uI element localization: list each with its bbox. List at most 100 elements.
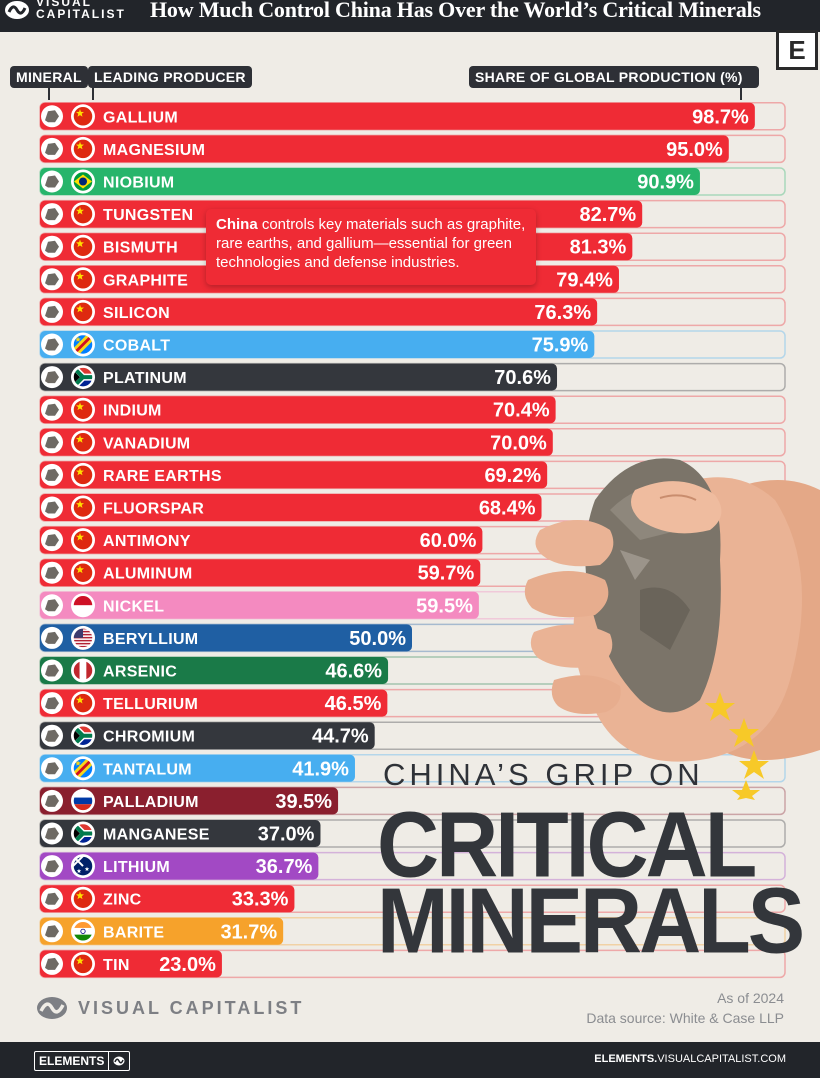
bar-row: LITHIUM 36.7% [39,851,786,881]
flag-wheel [80,928,86,934]
mineral-label: GALLIUM [103,109,178,126]
flag-stripe [73,645,93,648]
flag-rim [72,170,94,193]
flag-top [73,595,93,606]
flag-rim [72,757,94,780]
value-label: 50.0% [349,628,406,650]
column-header-producer: LEADING PRODUCER [88,66,252,88]
flag-rim [72,561,94,584]
column-header-mineral-pointer [48,88,50,100]
bar [40,102,755,130]
bar-row: PLATINUM 70.6% [39,362,786,392]
flag-bottom [73,833,93,844]
mineral-rock-icon [45,925,59,938]
logo-text-visual: VISUAL [36,0,93,9]
mineral-rock-icon [45,794,59,807]
bar [40,494,542,521]
mineral-rock-icon [45,436,59,449]
flag-field [73,530,93,551]
flag-field [73,138,93,159]
value-label: 36.7% [256,856,313,878]
flag-star [76,532,84,541]
mineral-rock-icon [45,175,59,188]
mineral-rock-icon [45,664,59,677]
visual-capitalist-logo-icon [37,997,67,1019]
flag-canton [73,627,83,638]
mineral-rock-icon [45,957,59,970]
note-bold: China [216,216,258,233]
mineral-rock-icon [45,534,59,547]
flag-star [76,467,84,476]
value-label: 98.7% [692,106,749,128]
data-source: Data source: White & Case LLP [586,1010,784,1026]
mineral-rock-icon [45,142,59,155]
value-label: 59.7% [418,563,475,585]
page-title: How Much Control China Has Over the Worl… [150,0,761,22]
value-label: 23.0% [159,954,216,976]
russia-flag-icon [73,790,93,811]
hand-gripping-rock-illustration [524,458,820,800]
header-logo[interactable]: VISUAL CAPITALIST [4,0,126,20]
flag-rim [72,790,94,812]
mineral-label: TUNGSTEN [103,207,193,224]
bottom-banner: ELEMENTS ELEMENTS.VISUALCAPITALIST.COM [0,1042,820,1078]
value-label: 46.6% [325,661,382,683]
flag-field [73,562,93,583]
flag-triangle [73,826,80,841]
china-flag-icon [73,888,93,909]
elements-e-badge: E [776,30,818,70]
mineral-label: TELLURIUM [103,696,198,713]
indonesia-flag-icon [73,595,93,616]
elements-badge[interactable]: ELEMENTS [34,1051,131,1071]
mineral-rock-icon [45,273,59,286]
flag-rim [72,855,94,877]
site-url[interactable]: ELEMENTS.VISUALCAPITALIST.COM [594,1053,786,1065]
china-flag-icon [73,530,93,551]
value-label: 75.9% [532,335,589,357]
mineral-label: LITHIUM [103,859,170,876]
australia-flag-icon [73,856,93,877]
mineral-rock-icon [45,827,59,840]
top-banner: VISUAL CAPITALIST How Much Control China… [0,0,820,32]
brazil-flag-icon [73,171,93,192]
bar [40,917,284,945]
mineral-label: TIN [103,957,130,974]
star-icon [729,718,759,747]
china-flag-icon [73,269,93,290]
value-label: 39.5% [275,791,332,813]
flag-star [75,760,81,766]
flag-star [76,239,84,248]
bar [40,135,729,163]
flag-bottom [73,735,93,746]
bar-row: MAGNESIUM 95.0% [39,134,786,164]
drc-flag-icon [73,758,93,779]
flag-star [75,336,81,342]
bar [40,331,595,358]
flag-rim [72,529,94,551]
flag-rim [72,301,94,323]
bar-row: BARITE 31.7% [39,917,786,946]
footer-logo-text: VISUAL CAPITALIST [78,997,305,1018]
flag-top [73,725,93,736]
mineral-label: BARITE [103,924,164,941]
mineral-rock-icon [45,240,59,253]
bar [40,363,558,391]
bar [40,298,598,326]
flag-rim [72,724,94,747]
mineral-label: BERYLLIUM [103,631,198,648]
mineral-rock-icon [45,631,59,644]
mineral-label: ALUMINUM [103,566,193,583]
as-of-date: As of 2024 [717,990,784,1006]
mineral-label: FLUORSPAR [103,501,204,518]
flag-star [76,868,82,873]
bar [40,526,483,554]
mineral-rock-icon [45,403,59,416]
flag-right [86,660,93,681]
mineral-rock-icon [45,892,59,905]
bar [40,852,319,880]
flag-mid [73,927,93,935]
footer-logo[interactable]: VISUAL CAPITALIST [36,996,304,1020]
elements-label: ELEMENTS [39,1054,105,1068]
bar-row: ZINC 33.3% [39,884,786,913]
flag-mid [79,660,87,681]
